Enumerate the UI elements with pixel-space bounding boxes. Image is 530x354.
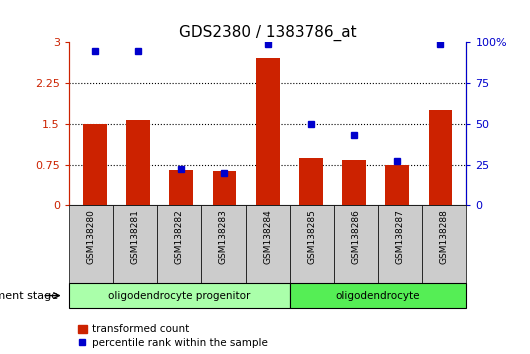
Bar [256,58,279,205]
Bar [83,125,107,205]
Text: development stage: development stage [0,291,58,301]
Bar [170,170,193,205]
Text: GSM138283: GSM138283 [219,209,228,264]
Text: GSM138287: GSM138287 [396,209,404,264]
Text: GSM138284: GSM138284 [263,209,272,264]
Bar [429,110,453,205]
Bar [213,171,236,205]
Text: GSM138280: GSM138280 [86,209,95,264]
Text: GSM138288: GSM138288 [440,209,449,264]
Bar [385,165,409,205]
Text: GSM138286: GSM138286 [351,209,360,264]
Title: GDS2380 / 1383786_at: GDS2380 / 1383786_at [179,25,357,41]
Text: oligodendrocyte progenitor: oligodendrocyte progenitor [108,291,251,301]
Bar [342,160,366,205]
Text: oligodendrocyte: oligodendrocyte [336,291,420,301]
Text: GSM138285: GSM138285 [307,209,316,264]
Legend: transformed count, percentile rank within the sample: transformed count, percentile rank withi… [74,320,272,352]
Bar [126,120,150,205]
Bar [299,158,323,205]
Text: GSM138282: GSM138282 [175,209,184,264]
Text: GSM138281: GSM138281 [131,209,139,264]
